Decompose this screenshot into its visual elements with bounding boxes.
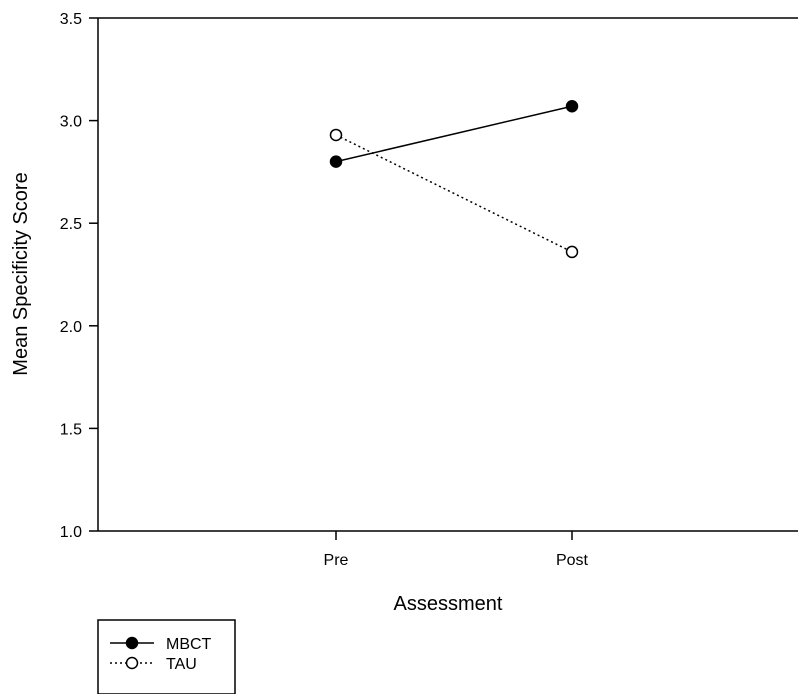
series-line-tau [335, 134, 573, 253]
data-point-mbct [329, 155, 343, 168]
y-tick-label: 3.0 [60, 114, 82, 131]
legend-label-tau: TAU [166, 656, 197, 673]
legend-box [97, 619, 236, 694]
series-line-mbct [335, 105, 573, 163]
plot-frame [97, 17, 798, 532]
x-ticks: Pre Post [324, 531, 589, 569]
x-axis-title: Assessment [394, 593, 503, 615]
data-point-tau [329, 128, 343, 142]
x-tick-label: Pre [324, 552, 349, 569]
y-axis-title: Mean Specificity Score [10, 172, 32, 375]
y-ticks: 1.0 1.5 2.0 2.5 3.0 3.5 [60, 11, 98, 541]
data-point-tau [565, 245, 579, 259]
legend-label-mbct: MBCT [166, 636, 212, 653]
y-tick-label: 2.0 [60, 319, 82, 336]
legend-items: MBCT TAU [110, 636, 212, 673]
y-tick-label: 3.5 [60, 11, 82, 28]
data-point-mbct [565, 99, 579, 113]
y-tick-label: 2.5 [60, 216, 82, 233]
legend: MBCT TAU [97, 619, 236, 694]
legend-marker-tau [125, 656, 139, 670]
y-tick-label: 1.0 [60, 524, 82, 541]
legend-marker-mbct [125, 636, 139, 650]
y-tick-label: 1.5 [60, 421, 82, 438]
x-tick-label: Post [556, 552, 589, 569]
series-layer [329, 99, 579, 259]
